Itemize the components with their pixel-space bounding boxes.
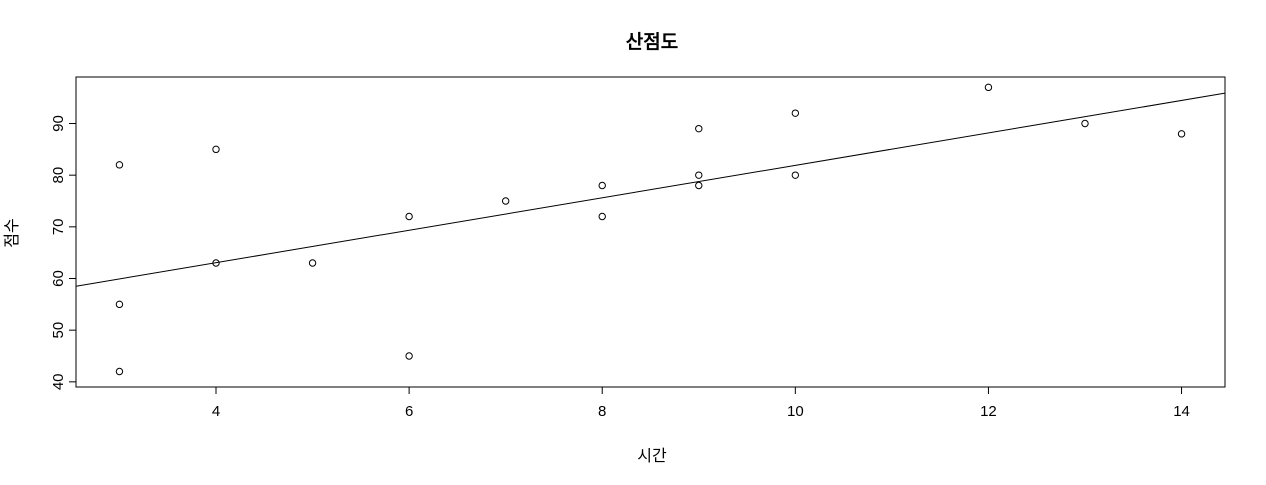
chart-title: 산점도 [626, 31, 678, 53]
data-point [695, 171, 703, 179]
data-point [212, 145, 220, 154]
x-tick-label: 12 [980, 403, 997, 420]
data-point [1177, 130, 1186, 138]
y-tick-label: 60 [50, 270, 67, 287]
data-point [405, 212, 413, 221]
data-point [598, 181, 606, 190]
data-point [212, 259, 220, 267]
y-tick-label: 50 [50, 322, 67, 339]
y-axis: 40 50 60 70 80 90 [50, 115, 77, 390]
data-point [115, 161, 124, 169]
regression-line-group [75, 92, 1226, 287]
x-axis: 4 6 8 10 12 14 [212, 386, 1190, 420]
data-point [695, 124, 703, 133]
y-axis-label: 점수 [2, 218, 21, 247]
data-point [405, 352, 413, 360]
x-tick-label: 6 [405, 403, 413, 420]
data-point [115, 367, 124, 376]
data-point [791, 109, 800, 117]
data-point [598, 212, 606, 221]
data-point [984, 83, 993, 92]
data-points [115, 83, 1186, 376]
x-axis-label: 시간 [637, 446, 667, 465]
y-tick-label: 80 [50, 167, 67, 184]
x-tick-label: 4 [212, 403, 220, 420]
y-tick-label: 40 [50, 373, 67, 390]
data-point [1081, 119, 1089, 128]
data-point [695, 181, 703, 190]
x-tick-label: 8 [598, 403, 606, 420]
data-point [115, 300, 124, 309]
regression-line [75, 92, 1226, 287]
y-tick-label: 90 [50, 115, 67, 132]
data-point [501, 197, 510, 205]
x-tick-label: 14 [1173, 403, 1190, 420]
plot-frame [75, 76, 1226, 388]
data-point [791, 171, 800, 179]
x-tick-label: 10 [787, 403, 804, 420]
data-point [308, 259, 317, 267]
y-tick-label: 70 [50, 218, 67, 235]
